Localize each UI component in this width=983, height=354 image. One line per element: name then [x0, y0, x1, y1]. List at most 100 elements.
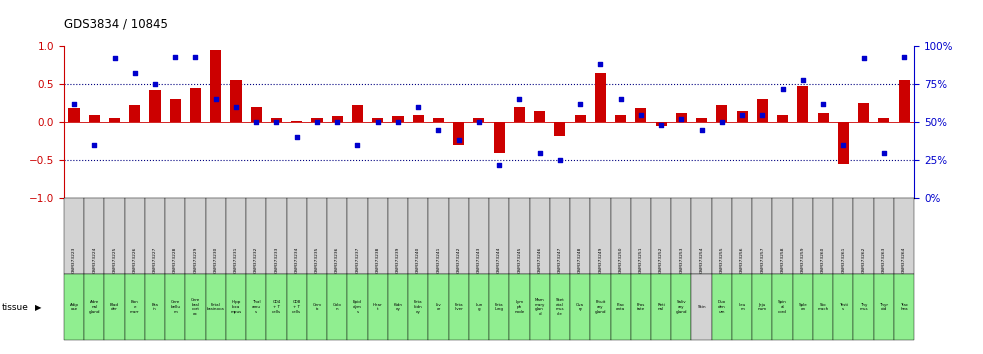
Bar	[312, 118, 322, 122]
Bar	[230, 80, 242, 122]
Point	[390, 119, 406, 125]
Text: Skin: Skin	[697, 305, 706, 309]
Text: Feta
lung: Feta lung	[494, 303, 503, 312]
Bar	[190, 88, 202, 122]
Bar	[291, 121, 303, 122]
Text: Cerv
ix: Cerv ix	[313, 303, 321, 312]
Text: GSM373235: GSM373235	[315, 246, 318, 273]
Text: Adre
nal
gland: Adre nal gland	[88, 301, 100, 314]
Bar	[717, 105, 727, 122]
Point	[350, 142, 366, 148]
Text: Sto
mach: Sto mach	[818, 303, 829, 312]
Text: Bra
in: Bra in	[151, 303, 158, 312]
Text: Pituit
ary
gland: Pituit ary gland	[595, 301, 607, 314]
Text: Colo
n: Colo n	[333, 303, 342, 312]
Text: GSM373238: GSM373238	[376, 246, 379, 273]
Text: Mam
mary
glan
d: Mam mary glan d	[535, 298, 545, 316]
Text: GSM373240: GSM373240	[416, 246, 420, 273]
Text: GSM373225: GSM373225	[112, 246, 117, 273]
Point	[127, 70, 143, 76]
Point	[410, 104, 426, 110]
Text: GSM373259: GSM373259	[801, 246, 805, 273]
Text: GSM373262: GSM373262	[861, 246, 866, 273]
Text: Epid
dym
s: Epid dym s	[353, 301, 362, 314]
Text: GSM373231: GSM373231	[234, 246, 238, 273]
Text: tissue: tissue	[2, 303, 29, 312]
Bar	[898, 80, 909, 122]
Text: GSM373229: GSM373229	[194, 246, 198, 273]
Text: Ileu
m: Ileu m	[738, 303, 746, 312]
Bar	[757, 99, 768, 122]
Bar	[656, 122, 666, 126]
Point	[795, 77, 811, 82]
Bar	[109, 118, 120, 122]
Point	[492, 162, 507, 167]
Text: Cere
bral
cort
ex: Cere bral cort ex	[191, 298, 201, 316]
Point	[775, 86, 790, 91]
Text: GSM373261: GSM373261	[841, 246, 845, 273]
Bar	[858, 103, 869, 122]
Text: GSM373252: GSM373252	[660, 246, 664, 273]
Text: Cere
bellu
m: Cere bellu m	[170, 301, 180, 314]
Bar	[575, 115, 586, 122]
Text: GSM373228: GSM373228	[173, 246, 177, 273]
Text: Thyr
oid: Thyr oid	[880, 303, 889, 312]
Text: Plac
enta: Plac enta	[616, 303, 625, 312]
Point	[207, 96, 223, 102]
Text: GSM373230: GSM373230	[213, 246, 217, 273]
Text: Sket
etal
mus
cle: Sket etal mus cle	[555, 298, 564, 316]
Point	[694, 127, 710, 132]
Point	[593, 62, 608, 67]
Point	[451, 138, 467, 143]
Point	[167, 54, 183, 59]
Point	[755, 112, 771, 118]
Bar	[149, 90, 160, 122]
Text: GSM373226: GSM373226	[133, 246, 137, 273]
Text: GSM373243: GSM373243	[477, 246, 481, 273]
Text: GSM373223: GSM373223	[72, 246, 76, 273]
Text: Adip
ose: Adip ose	[70, 303, 79, 312]
Text: GSM373239: GSM373239	[396, 246, 400, 273]
Bar	[675, 113, 687, 122]
Text: GSM373260: GSM373260	[821, 246, 825, 273]
Bar	[433, 118, 444, 122]
Text: GSM373233: GSM373233	[274, 246, 278, 273]
Bar	[251, 107, 261, 122]
Text: GSM373224: GSM373224	[92, 246, 96, 273]
Text: Saliv
ary
gland: Saliv ary gland	[675, 301, 687, 314]
Bar	[615, 115, 626, 122]
Bar	[129, 105, 141, 122]
Bar	[271, 118, 282, 122]
Bar	[170, 99, 181, 122]
Text: GSM373232: GSM373232	[255, 246, 259, 273]
Point	[147, 81, 163, 87]
Text: GSM373246: GSM373246	[538, 246, 542, 273]
Bar	[352, 105, 363, 122]
Text: GSM373263: GSM373263	[882, 246, 886, 273]
Bar	[373, 118, 383, 122]
Point	[714, 119, 729, 125]
Text: Blad
der: Blad der	[110, 303, 119, 312]
Bar	[878, 118, 890, 122]
Text: Lun
g: Lun g	[475, 303, 483, 312]
Bar	[838, 122, 849, 164]
Bar	[696, 118, 707, 122]
Bar	[514, 107, 525, 122]
Point	[289, 135, 305, 140]
Point	[471, 119, 487, 125]
Point	[734, 112, 750, 118]
Text: Feta
liver: Feta liver	[454, 303, 463, 312]
Text: GSM373250: GSM373250	[618, 246, 622, 273]
Text: Thal
amu
s: Thal amu s	[252, 301, 260, 314]
Text: Spin
al
cord: Spin al cord	[779, 301, 787, 314]
Text: GSM373254: GSM373254	[700, 246, 704, 273]
Text: Fetal
brainoca: Fetal brainoca	[206, 303, 224, 312]
Text: GSM373264: GSM373264	[902, 246, 906, 273]
Text: GSM373237: GSM373237	[356, 246, 360, 273]
Text: Feta
kidn
ey: Feta kidn ey	[414, 301, 423, 314]
Text: Kidn
ey: Kidn ey	[393, 303, 402, 312]
Point	[612, 96, 628, 102]
Point	[87, 142, 102, 148]
Text: GSM373234: GSM373234	[295, 246, 299, 273]
Bar	[69, 108, 80, 122]
